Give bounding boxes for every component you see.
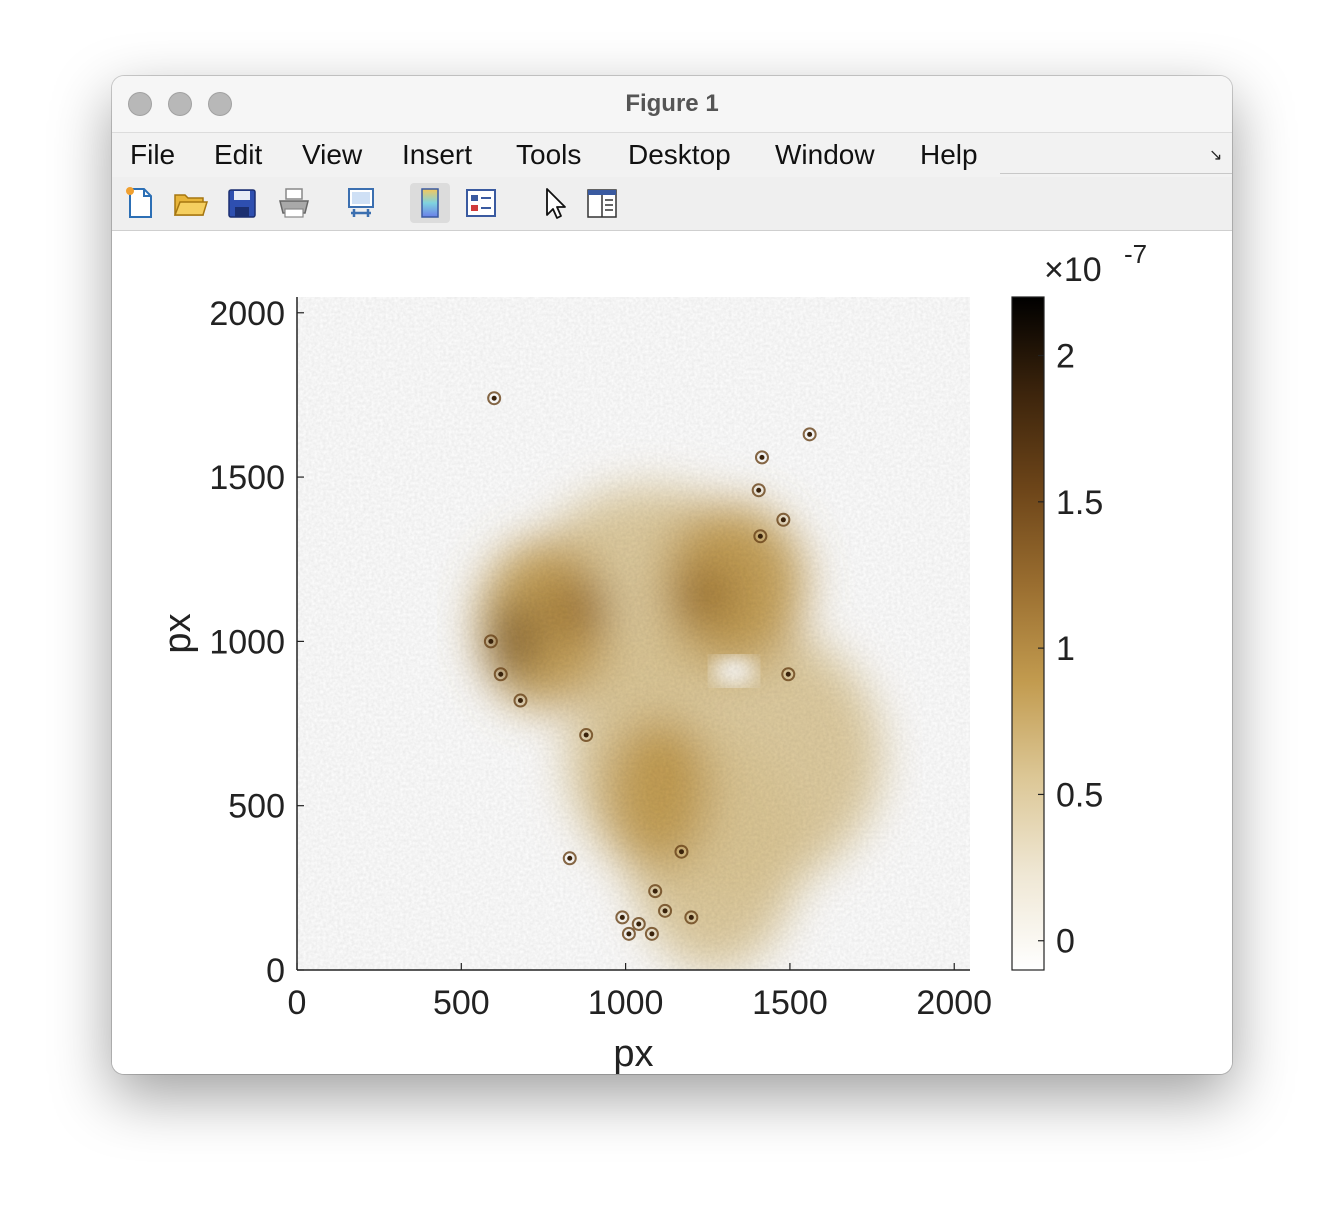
- colorbar-tick-label: 1: [1056, 630, 1075, 668]
- link-plot-icon[interactable]: [341, 183, 381, 223]
- image-layer: [297, 297, 970, 970]
- zoom-button[interactable]: [208, 92, 232, 116]
- menu-separator: [1000, 173, 1232, 174]
- menu-desktop[interactable]: Desktop: [628, 139, 731, 170]
- x-axis-label: px: [613, 1033, 653, 1074]
- y-tick-label: 1500: [209, 459, 285, 497]
- menu-file[interactable]: File: [130, 139, 176, 170]
- colorbar-tick-label: 0: [1056, 923, 1075, 961]
- y-tick-label: 2000: [209, 295, 285, 333]
- image-texture: [297, 297, 970, 970]
- window-title: Figure 1: [625, 90, 719, 117]
- figure-toolbar: [112, 177, 1232, 231]
- colorbar-scale: [1011, 296, 1045, 971]
- x-tick-label: 1000: [588, 984, 664, 1022]
- heatmap-chart: 0 500 1000 1500 2000 0 500 1000 1500 2000 px px 0 0.…: [157, 239, 1147, 1074]
- close-button[interactable]: [128, 92, 152, 116]
- menu-edit[interactable]: Edit: [214, 139, 263, 170]
- menu-view[interactable]: View: [302, 139, 363, 170]
- title-bar[interactable]: Figure 1: [112, 76, 1232, 132]
- colorbar-exponent-label: ×10: [1044, 251, 1102, 289]
- menu-window[interactable]: Window: [775, 139, 875, 170]
- y-axis-label: px: [157, 613, 199, 653]
- menu-help[interactable]: Help: [920, 139, 978, 170]
- menu-bar: File Edit View Insert Tools Desktop Wind…: [112, 132, 1232, 178]
- x-tick-label: 2000: [916, 984, 992, 1022]
- insert-colorbar-icon[interactable]: [410, 183, 450, 223]
- menu-tools[interactable]: Tools: [516, 139, 582, 170]
- y-tick-label: 0: [266, 952, 285, 990]
- y-tick-label: 500: [228, 788, 285, 826]
- y-tick-label: 1000: [209, 623, 285, 661]
- colorbar-exponent-value: -7: [1124, 239, 1147, 269]
- property-inspector-icon[interactable]: [582, 183, 622, 223]
- colorbar-tick-label: 0.5: [1056, 776, 1103, 814]
- colorbar-tick-label: 2: [1056, 338, 1075, 376]
- open-folder-icon[interactable]: [170, 183, 210, 223]
- axes-layer: 0 500 1000 1500 2000 0 500 1000 1500 2000 px px: [157, 295, 992, 1074]
- insert-legend-icon[interactable]: [461, 183, 501, 223]
- edit-plot-cursor-icon[interactable]: [533, 183, 573, 223]
- dock-figure-icon[interactable]: ↘: [1209, 147, 1223, 164]
- figure-canvas: 0 500 1000 1500 2000 0 500 1000 1500 2000 px px 0 0.…: [112, 231, 1232, 1074]
- x-tick-label: 0: [288, 984, 307, 1022]
- menu-insert[interactable]: Insert: [402, 139, 473, 170]
- colorbar: 0 0.5 1 1.5 2 ×10 -7: [1011, 239, 1147, 971]
- print-icon[interactable]: [274, 183, 314, 223]
- x-tick-label: 1500: [752, 984, 828, 1022]
- x-tick-label: 500: [433, 984, 490, 1022]
- colorbar-tick-label: 1.5: [1056, 484, 1103, 522]
- new-figure-icon[interactable]: [120, 183, 160, 223]
- figure-window: Figure 1 File Edit View Insert Tools Des…: [112, 76, 1232, 1074]
- minimize-button[interactable]: [168, 92, 192, 116]
- save-icon[interactable]: [222, 183, 262, 223]
